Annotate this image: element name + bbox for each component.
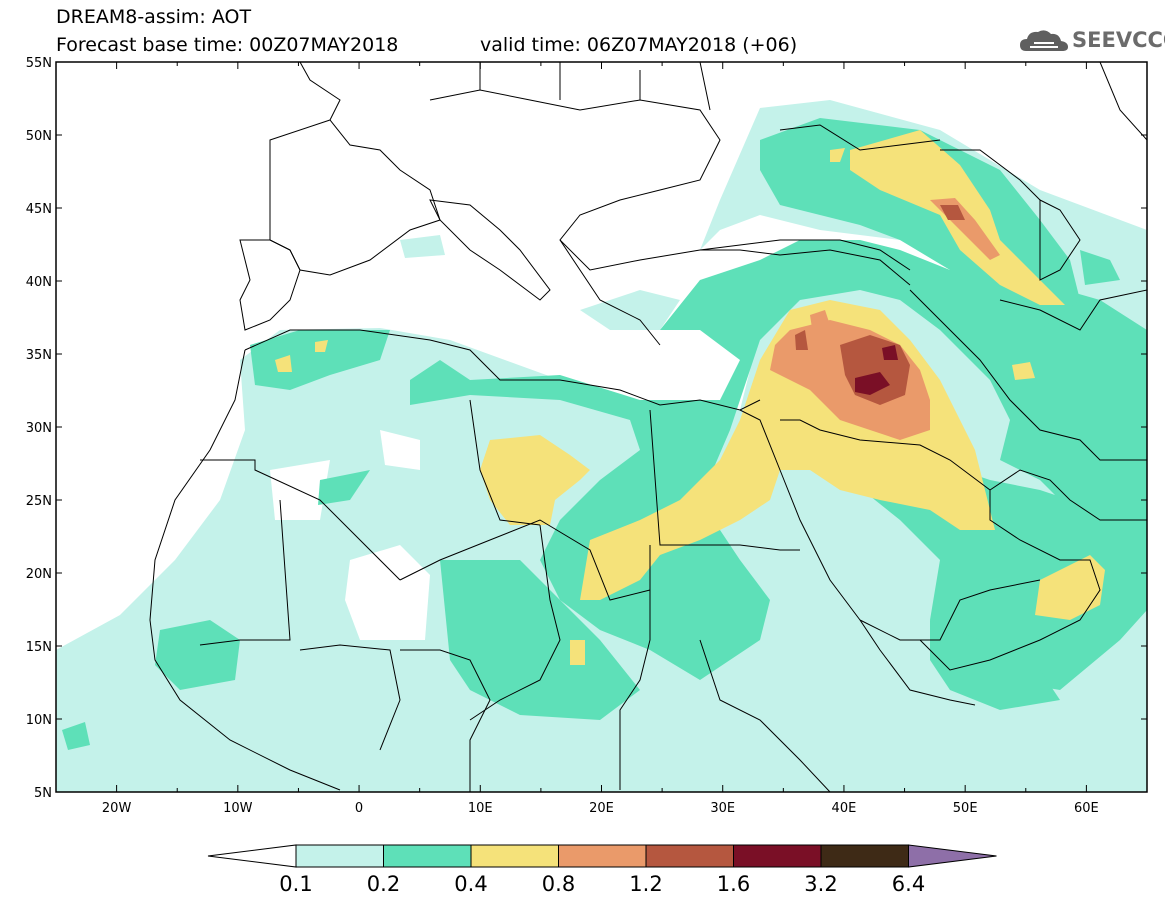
lat-label: 20N	[26, 567, 52, 582]
colorbar-box	[470, 844, 559, 868]
lon-label: 20E	[589, 801, 614, 816]
colorbar-label: 0.8	[541, 872, 576, 896]
lon-label: 10E	[468, 801, 493, 816]
lat-label: 50N	[26, 129, 52, 144]
colorbar-box	[820, 844, 909, 868]
longitude-axis: 20W 10W 0 10E 20E 30E 40E 50E 60E	[55, 62, 1148, 816]
colorbar-box	[295, 844, 384, 868]
lon-label: 0	[355, 801, 363, 816]
lon-label: 20W	[102, 801, 132, 816]
lat-label: 25N	[26, 494, 52, 509]
lon-label: 50E	[953, 801, 978, 816]
colorbar-label: 6.4	[891, 872, 926, 896]
colorbar-label: 0.1	[279, 872, 313, 896]
colorbar-box	[383, 844, 472, 868]
latitude-axis: 55N 50N 45N 40N 35N 30N 25N 20N 15N 10N 5N	[26, 56, 1147, 801]
lon-label: 10W	[223, 801, 253, 816]
aot-level-1-6	[855, 345, 898, 395]
aot-field	[56, 62, 1147, 792]
logo-text: SEEVCCC	[1072, 28, 1165, 52]
map-title: DREAM8-assim: AOT	[56, 6, 252, 28]
cloud-icon	[1020, 30, 1068, 51]
colorbar-label: 0.4	[454, 872, 488, 896]
lat-label: 45N	[26, 202, 52, 217]
colorbar-label: 3.2	[804, 872, 838, 896]
lat-label: 55N	[26, 56, 52, 71]
country-borders	[149, 62, 1147, 792]
lat-label: 15N	[26, 640, 52, 655]
lat-label: 10N	[26, 713, 52, 728]
lon-label: 30E	[710, 801, 735, 816]
colorbar	[207, 844, 997, 868]
colorbar-label: 1.2	[629, 872, 663, 896]
lat-label: 40N	[26, 275, 52, 290]
lat-label: 5N	[34, 786, 52, 801]
colorbar-arrow-low	[207, 844, 297, 868]
lon-label: 40E	[832, 801, 857, 816]
colorbar-box	[558, 844, 647, 868]
forecast-base-time: Forecast base time: 00Z07MAY2018	[56, 34, 399, 56]
colorbar-box	[645, 844, 734, 868]
valid-time: valid time: 06Z07MAY2018 (+06)	[480, 34, 798, 56]
lon-label: 60E	[1074, 801, 1099, 816]
colorbar-box	[733, 844, 822, 868]
colorbar-arrow-high	[908, 844, 997, 868]
colorbar-label: 0.2	[366, 872, 401, 896]
colorbar-label: 1.6	[716, 872, 751, 896]
lat-label: 35N	[26, 348, 52, 363]
lat-label: 30N	[26, 421, 52, 436]
